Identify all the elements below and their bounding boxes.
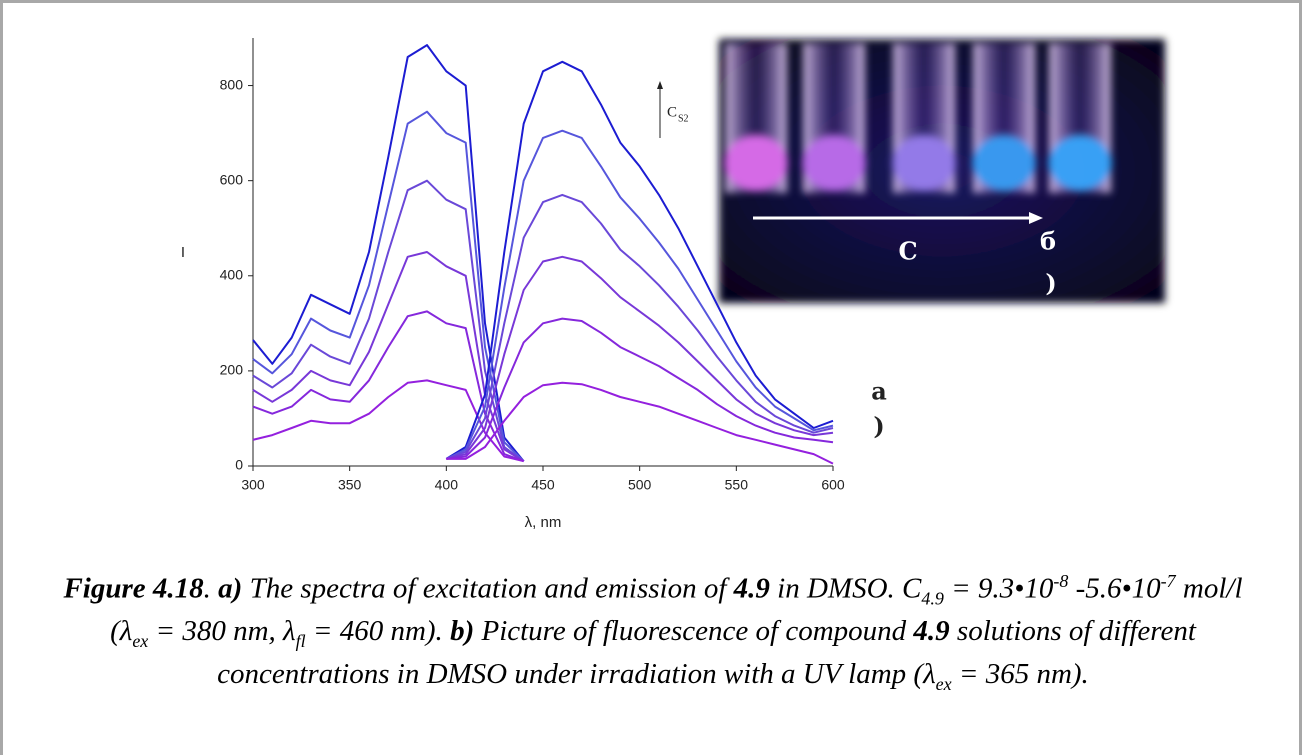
x-tick-label: 350 <box>338 477 362 493</box>
line <box>446 255 834 460</box>
caption-text: The spectra of excitation and emission o… <box>242 572 734 605</box>
line <box>446 317 834 460</box>
line <box>252 310 525 463</box>
x-tick-label: 500 <box>628 477 652 493</box>
caption-text: = 380 nm, λ <box>148 615 296 648</box>
caption: Figure 4.18. a) The spectra of excitatio… <box>63 565 1243 701</box>
y-tick-label: 600 <box>220 171 244 187</box>
panel-label: а <box>871 377 887 406</box>
caption-text: mol/l (λ <box>110 572 1243 648</box>
caption-text: -7 <box>1160 571 1176 591</box>
line <box>252 44 525 462</box>
y-tick-label: 200 <box>220 362 244 378</box>
caption-text: ex <box>132 631 149 652</box>
photo-arrow-label: C <box>898 237 917 266</box>
caption-text: in DMSO. C <box>769 572 922 605</box>
caption-text: 4.9 <box>733 572 770 605</box>
x-axis-label: λ, nm <box>525 514 562 531</box>
line <box>252 179 525 463</box>
panel-label: ) <box>873 412 884 441</box>
caption-text: b) <box>450 615 475 648</box>
caption-text: 4.9 <box>913 615 950 648</box>
panel-label: ) <box>1045 269 1056 298</box>
line <box>445 129 834 460</box>
x-tick-label: 450 <box>531 477 555 493</box>
x-tick-label: 300 <box>241 477 265 493</box>
caption-text: solutions of different concentrations in… <box>217 615 1196 691</box>
line <box>252 251 525 463</box>
conc-sub: S2 <box>678 113 689 124</box>
line <box>252 379 524 463</box>
line <box>252 110 525 462</box>
x-tick-label: 600 <box>821 477 845 493</box>
x-tick-label: 550 <box>725 477 749 493</box>
caption-text: Picture of fluorescence of compound <box>474 615 914 648</box>
caption-text: = 460 nm). <box>305 615 451 648</box>
caption-text: -8 <box>1053 571 1069 591</box>
figure: C б ) C S2 а ) λ, nm I 0 200 400 600 800 300 3… <box>181 38 1165 531</box>
x-tick-label: 400 <box>435 477 459 493</box>
caption-text: 4.9 <box>921 588 944 609</box>
line <box>445 193 834 460</box>
conc-label: C <box>667 104 677 120</box>
caption-text: Figure 4.18 <box>63 572 204 605</box>
line <box>446 381 834 465</box>
caption-text: -5.6•10 <box>1068 572 1161 605</box>
caption-text: = 9.3•10 <box>943 572 1054 605</box>
caption-text: ex <box>935 674 952 695</box>
caption-text: fl <box>295 631 306 652</box>
caption-text: a) <box>218 572 243 605</box>
y-tick-label: 0 <box>235 457 243 473</box>
panel-label: б <box>1040 227 1056 256</box>
photo: C б ) <box>719 39 1165 303</box>
line <box>445 60 834 460</box>
y-axis-label: I <box>181 244 185 261</box>
caption-text: . <box>203 572 219 605</box>
y-tick-label: 800 <box>220 76 244 92</box>
caption-text: = 365 nm). <box>951 658 1089 691</box>
y-tick-label: 400 <box>220 266 244 282</box>
